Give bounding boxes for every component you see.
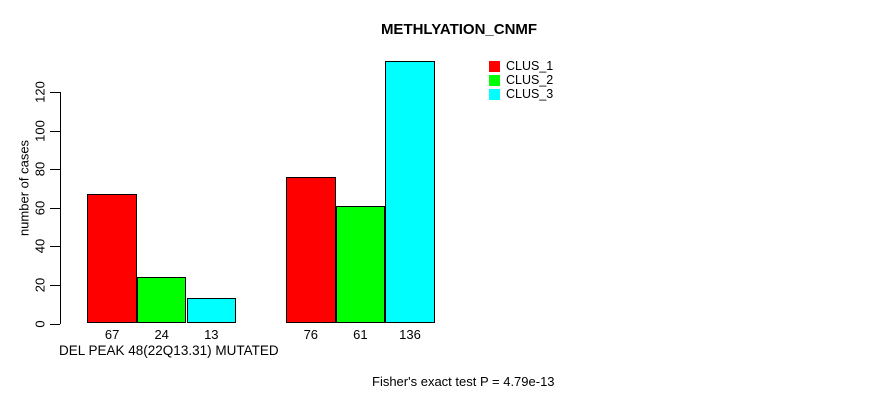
y-axis-line <box>60 92 61 324</box>
y-tick-mark <box>50 284 60 286</box>
bar-value-label: 24 <box>154 327 169 342</box>
legend: CLUS_1 CLUS_2 CLUS_3 <box>489 59 554 101</box>
bar-clus_1-group-1 <box>87 194 137 324</box>
y-tick-mark <box>50 246 60 248</box>
legend-item-clus_3: CLUS_3 <box>489 87 554 101</box>
bar-value-label: 67 <box>104 327 120 342</box>
bar-clus_3-group-1 <box>186 298 237 324</box>
bar-clus_1-group-2 <box>286 176 336 324</box>
legend-swatch-icon <box>489 75 500 86</box>
y-tick-mark <box>50 130 60 132</box>
y-tick-label: 100 <box>32 119 48 142</box>
y-tick-label: 80 <box>32 161 48 177</box>
y-tick-label: 60 <box>32 200 48 215</box>
annotation-text: Fisher's exact test P = 4.79e-13 <box>372 374 555 389</box>
bar-clus_2-group-2 <box>335 205 386 324</box>
y-axis-label: number of cases <box>16 139 32 237</box>
chart-title: METHLYATION_CNMF <box>380 21 538 38</box>
y-tick-mark <box>50 169 60 171</box>
y-tick-mark <box>50 207 60 209</box>
y-tick-mark <box>50 323 60 325</box>
y-tick-label: 40 <box>32 239 48 254</box>
legend-label: CLUS_2 <box>506 73 554 87</box>
bar-clus_3-group-2 <box>385 61 435 324</box>
bar-value-label: 136 <box>399 327 421 342</box>
legend-item-clus_1: CLUS_1 <box>489 59 554 73</box>
y-tick-label: 120 <box>32 81 48 103</box>
y-tick-label: 0 <box>32 319 48 328</box>
bar-value-label: 76 <box>303 327 319 342</box>
legend-item-clus_2: CLUS_2 <box>489 73 554 87</box>
bar-value-label: 61 <box>353 327 368 342</box>
y-tick-label: 20 <box>32 277 48 293</box>
bar-value-label: 13 <box>204 327 219 342</box>
y-tick-mark <box>50 92 60 93</box>
legend-label: CLUS_3 <box>506 87 554 101</box>
legend-swatch-icon <box>489 61 500 72</box>
bar-clus_2-group-1 <box>136 277 187 324</box>
legend-label: CLUS_1 <box>506 59 554 73</box>
legend-swatch-icon <box>489 89 500 100</box>
x-axis-label: DEL PEAK 48(22Q13.31) MUTATED <box>59 343 279 358</box>
